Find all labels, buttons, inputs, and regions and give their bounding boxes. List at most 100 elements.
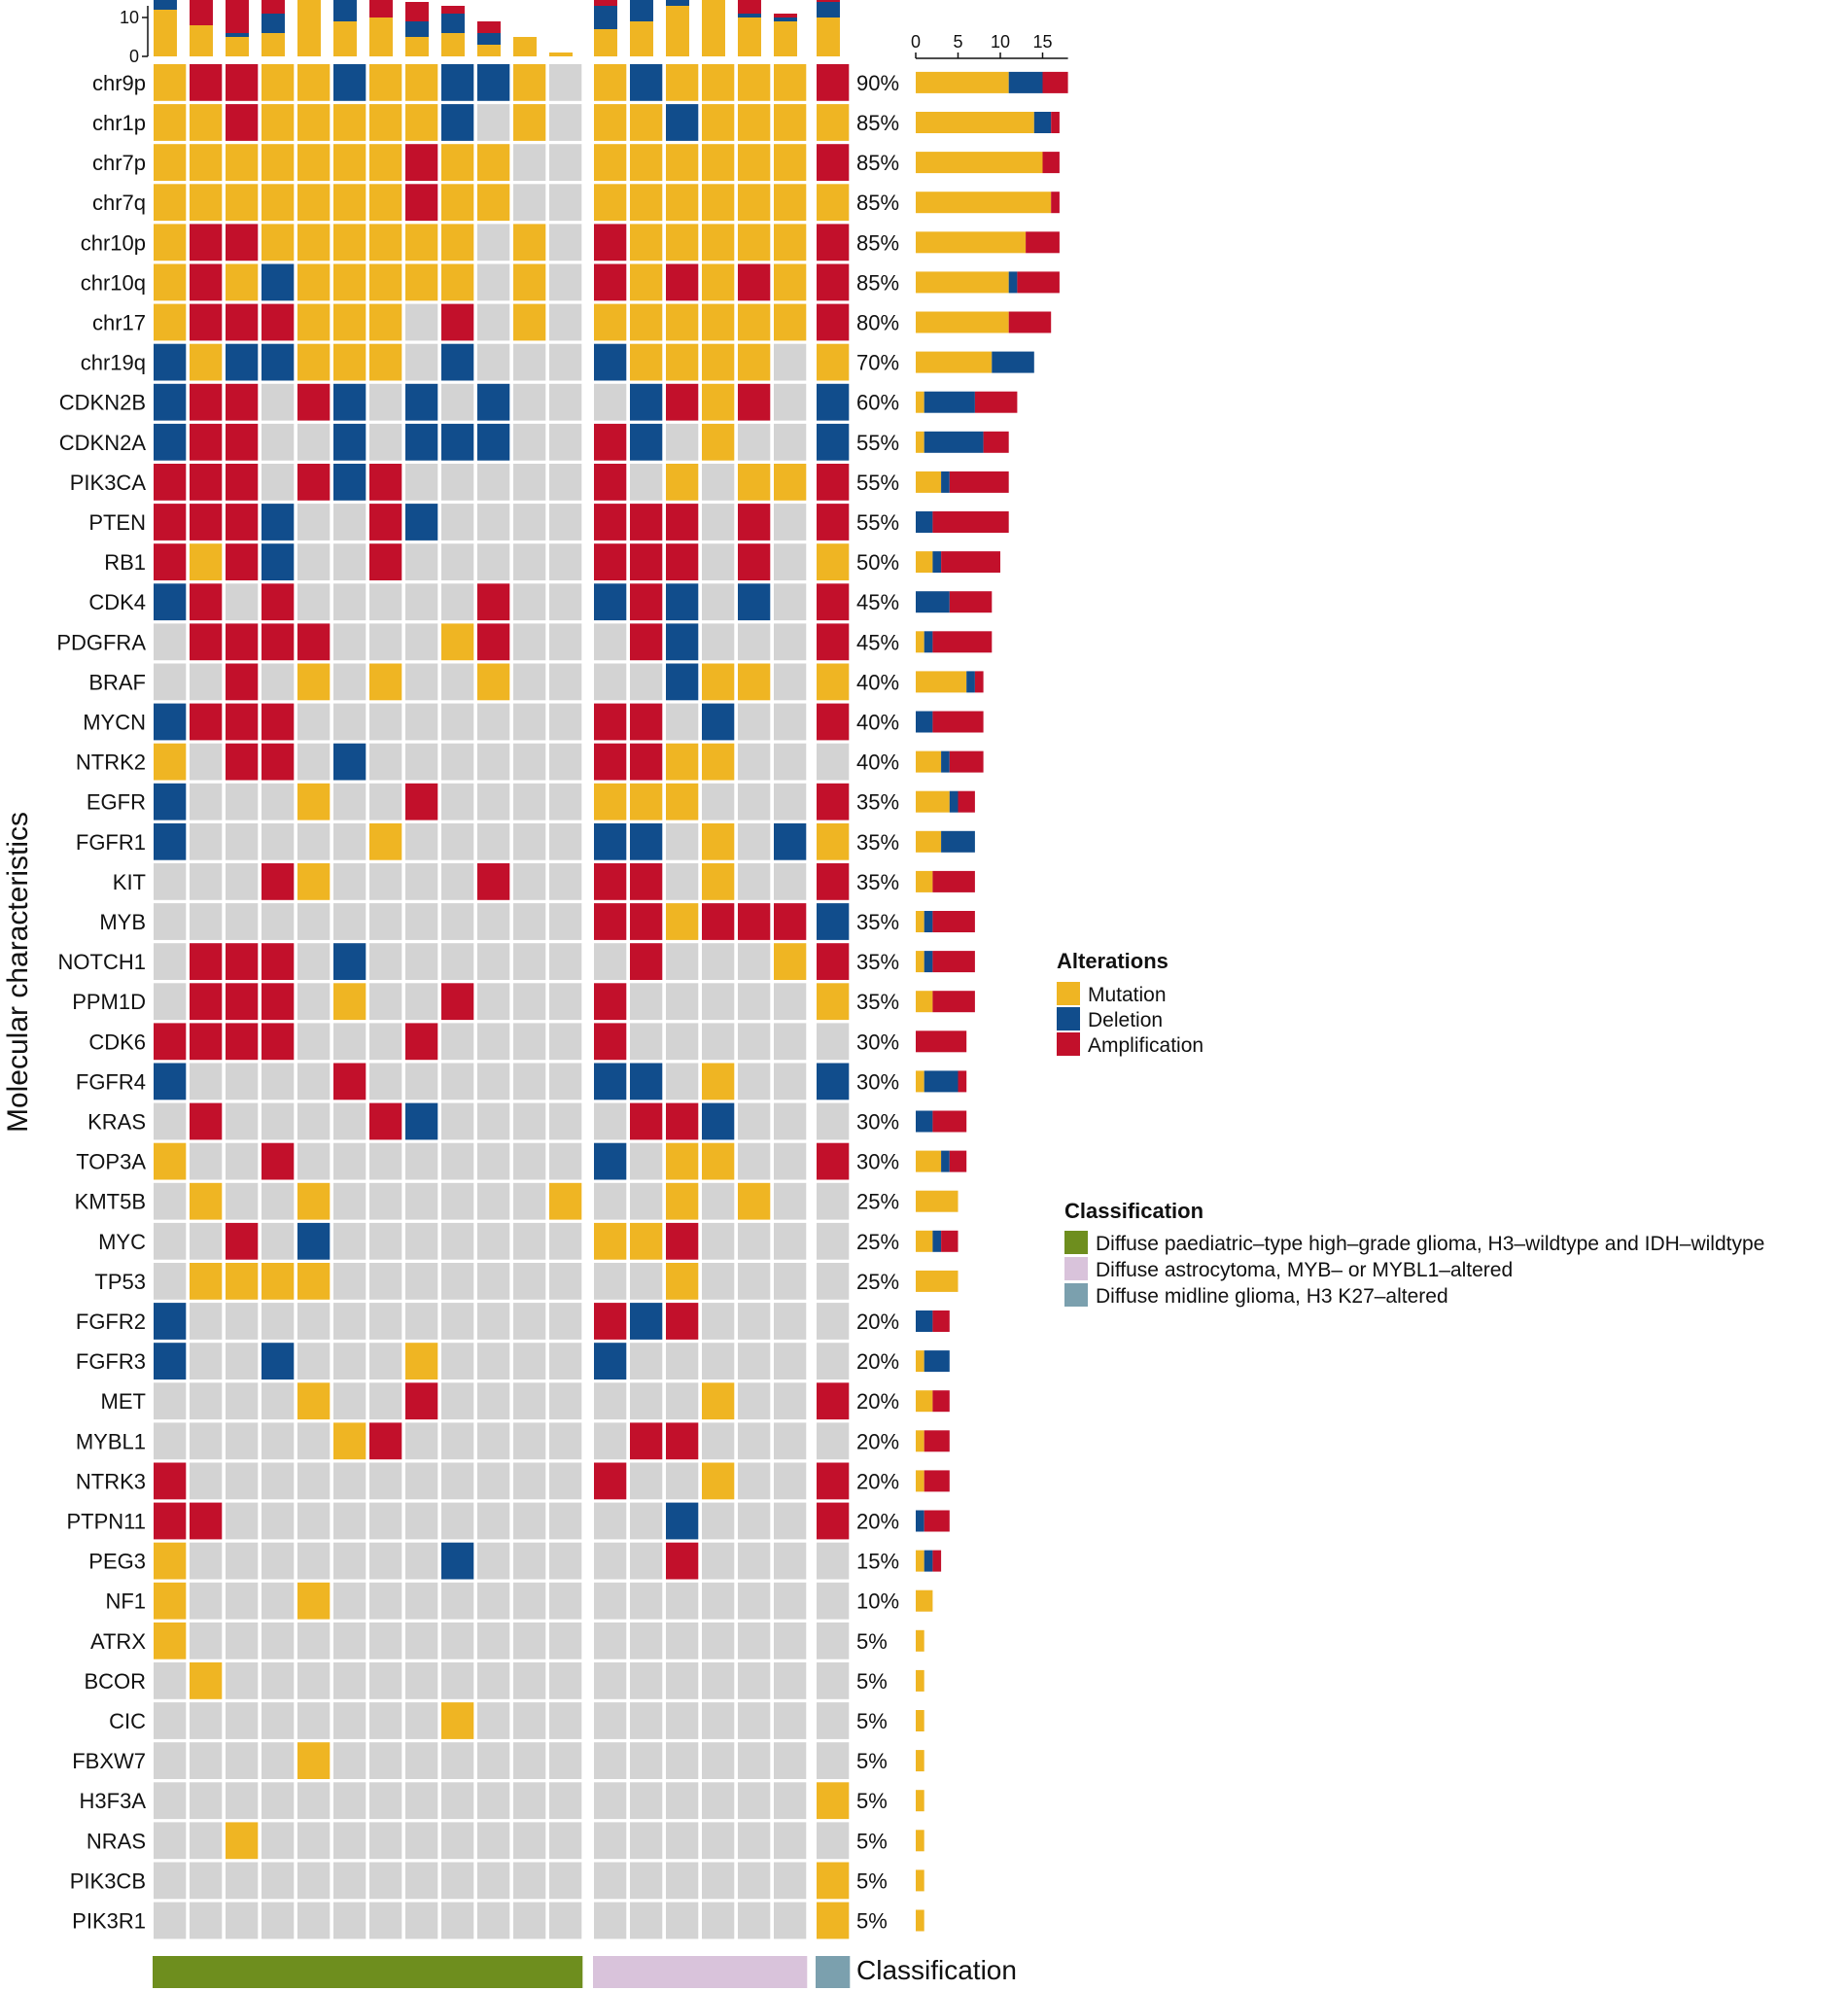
cell-PPM1D-3	[226, 983, 259, 1021]
cell-TOP3A-19	[817, 1142, 850, 1180]
top-axis: 0 10	[120, 6, 149, 66]
row-bar-NTRK2-A	[949, 751, 984, 773]
cell-KMT5B-6	[333, 1182, 366, 1220]
row-bar-PIK3R1-M	[916, 1909, 924, 1932]
cell-MYBL1-12	[549, 1422, 582, 1460]
cell-PPM1D-10	[477, 983, 510, 1021]
row-bar-PTEN-A	[932, 511, 1009, 533]
cell-PIK3R1-10	[477, 1902, 510, 1939]
cell-BCOR-17	[738, 1662, 771, 1699]
cell-MYB-15	[666, 903, 699, 940]
cell-chr10q-12	[549, 263, 582, 301]
cell-chr10p-8	[405, 224, 438, 262]
cell-FGFR1-7	[369, 822, 402, 860]
cell-MET-11	[513, 1382, 546, 1420]
alterations-legend: Alterations Mutation Deletion Amplificat…	[1057, 949, 1203, 1057]
cell-chr9p-8	[405, 64, 438, 101]
col-bar-6-D	[333, 0, 357, 21]
cell-RB1-9	[441, 543, 474, 580]
cell-FGFR4-9	[441, 1063, 474, 1100]
cell-PPM1D-6	[333, 983, 366, 1021]
row-bar-FGFR1-D	[941, 830, 975, 853]
cell-chr7p-6	[333, 144, 366, 181]
cell-CDK6-8	[405, 1023, 438, 1061]
pct-label-MYB: 35%	[856, 910, 899, 934]
cell-MET-15	[666, 1382, 699, 1420]
pct-label-KMT5B: 25%	[856, 1190, 899, 1214]
cell-CDKN2A-5	[297, 423, 331, 461]
cell-MYB-9	[441, 903, 474, 940]
cell-chr7p-17	[738, 144, 771, 181]
cell-CDKN2B-14	[630, 383, 663, 421]
cell-FGFR1-17	[738, 822, 771, 860]
cell-PIK3CA-17	[738, 464, 771, 501]
cell-NRAS-2	[190, 1822, 223, 1860]
cell-PPM1D-18	[774, 983, 807, 1021]
cell-NTRK2-4	[262, 743, 295, 781]
cell-chr7p-2	[190, 144, 223, 181]
cell-MYC-7	[369, 1222, 402, 1260]
cell-chr10p-7	[369, 224, 402, 262]
cell-NOTCH1-1	[154, 943, 187, 980]
cell-FGFR4-17	[738, 1063, 771, 1100]
col-bar-4-A	[262, 0, 285, 14]
row-bar-TOP3A-D	[941, 1150, 950, 1172]
cell-PIK3R1-6	[333, 1902, 366, 1939]
cell-KIT-2	[190, 863, 223, 900]
pct-label-chr17: 80%	[856, 311, 899, 335]
cell-PIK3CA-10	[477, 464, 510, 501]
cell-chr17-17	[738, 303, 771, 341]
cell-PPM1D-5	[297, 983, 331, 1021]
cell-PTPN11-6	[333, 1502, 366, 1540]
cell-CIC-7	[369, 1702, 402, 1739]
cell-NRAS-18	[774, 1822, 807, 1860]
cell-NTRK2-12	[549, 743, 582, 781]
cell-MET-13	[594, 1382, 627, 1420]
gene-label-chr7p: chr7p	[92, 151, 146, 175]
cell-PIK3CB-9	[441, 1862, 474, 1900]
cell-NRAS-16	[702, 1822, 735, 1860]
cell-chr7p-10	[477, 144, 510, 181]
cell-MYBL1-8	[405, 1422, 438, 1460]
cell-chr7q-19	[817, 184, 850, 222]
cell-chr1p-9	[441, 104, 474, 141]
cell-NOTCH1-13	[594, 943, 627, 980]
gene-label-FGFR1: FGFR1	[76, 830, 146, 855]
cell-PDGFRA-4	[262, 623, 295, 661]
cell-FGFR4-10	[477, 1063, 510, 1100]
cell-PEG3-17	[738, 1542, 771, 1580]
cell-FGFR4-1	[154, 1063, 187, 1100]
col-bar-17-M	[738, 17, 761, 56]
row-bar-RB1-A	[941, 551, 1000, 574]
cell-chr10p-15	[666, 224, 699, 262]
gene-label-chr10p: chr10p	[81, 230, 146, 255]
cell-H3F3A-11	[513, 1782, 546, 1820]
cell-CDK4-1	[154, 583, 187, 621]
cell-KMT5B-8	[405, 1182, 438, 1220]
cell-PTEN-3	[226, 504, 259, 541]
cell-PIK3R1-16	[702, 1902, 735, 1939]
cell-NOTCH1-4	[262, 943, 295, 980]
row-bar-NOTCH1-M	[916, 951, 924, 973]
gene-label-PTEN: PTEN	[88, 510, 146, 535]
cell-ATRX-5	[297, 1622, 331, 1659]
cell-KIT-7	[369, 863, 402, 900]
cell-KRAS-3	[226, 1102, 259, 1140]
cell-MYB-6	[333, 903, 366, 940]
cell-BCOR-3	[226, 1662, 259, 1699]
cell-MYBL1-1	[154, 1422, 187, 1460]
classification-label: Classification	[856, 1955, 1017, 1985]
cell-FGFR2-11	[513, 1303, 546, 1340]
cell-MYCN-15	[666, 703, 699, 741]
col-bar-13-D	[594, 6, 617, 29]
cell-chr10p-2	[190, 224, 223, 262]
cell-MYC-13	[594, 1222, 627, 1260]
row-bar-MYB-M	[916, 911, 924, 932]
cell-PIK3CA-1	[154, 464, 187, 501]
cell-PIK3R1-4	[262, 1902, 295, 1939]
cell-chr19q-6	[333, 343, 366, 381]
cell-NF1-19	[817, 1582, 850, 1620]
cell-FGFR2-8	[405, 1303, 438, 1340]
cell-PTPN11-10	[477, 1502, 510, 1540]
gene-label-chr17: chr17	[92, 311, 146, 335]
